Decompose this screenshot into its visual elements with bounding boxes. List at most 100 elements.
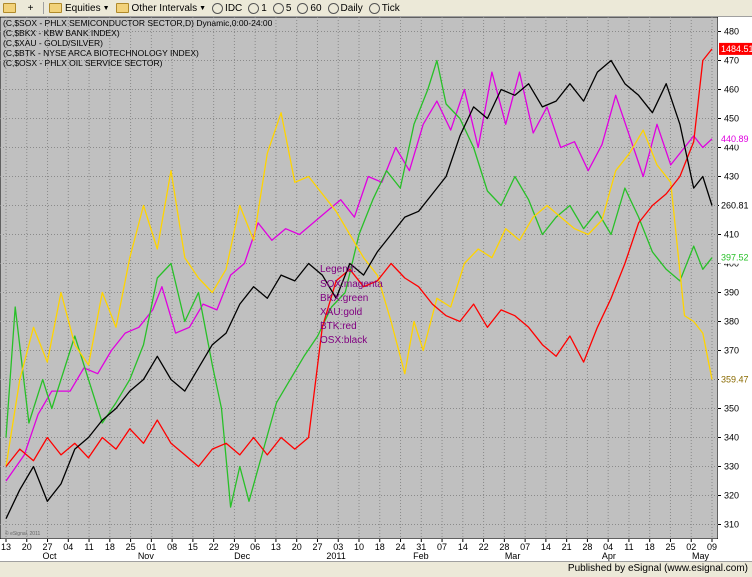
x-tick-label: 13 (1, 542, 11, 552)
toolbar-add-button[interactable]: + (22, 1, 41, 15)
y-tick-label: 380 (724, 317, 739, 327)
x-tick-label: 24 (396, 542, 406, 552)
price-chart[interactable]: 3103203303403503603703803904004104204304… (0, 17, 752, 561)
caret-down-icon: ▼ (199, 4, 207, 12)
series-line-osx (5, 59, 713, 519)
interval-5-label: 5 (285, 2, 292, 14)
clock-icon (327, 2, 339, 14)
interval-tick-label: Tick (381, 2, 400, 14)
y-tick-label: 480 (724, 27, 739, 37)
y-tick-label: 320 (724, 491, 739, 501)
x-tick-label: 03 (333, 542, 343, 552)
x-tick-label: 10 (354, 542, 364, 552)
y-tick-label: 460 (724, 85, 739, 95)
y-tick-label: 440 (724, 143, 739, 153)
x-month-label: Apr (602, 551, 616, 561)
x-tick-label: 27 (312, 542, 322, 552)
series-line-btk (5, 48, 713, 468)
x-tick-label: 31 (416, 542, 426, 552)
y-tick-label: 350 (724, 404, 739, 414)
y-axis-panel (718, 17, 752, 539)
toolbar-folder-button[interactable] (0, 1, 22, 15)
x-tick-label: 18 (645, 542, 655, 552)
header-line: (C,$BTK - NYSE ARCA BIOTECHNOLOGY INDEX) (3, 48, 199, 58)
other-intervals-menu[interactable]: Other Intervals ▼ (113, 1, 210, 15)
folder-icon (3, 3, 16, 13)
interval-idc-label: IDC (225, 2, 243, 14)
clock-icon (272, 2, 284, 14)
folder-icon (115, 3, 129, 13)
chart-header: (C,$SOX - PHLX SEMICONDUCTOR SECTOR,D) D… (3, 18, 273, 68)
last-value-box-xau (719, 373, 752, 386)
series-line-bkx (5, 59, 713, 508)
last-value-osx: 260.81 (721, 201, 749, 211)
equities-menu[interactable]: Equities ▼ (46, 1, 113, 15)
x-tick-label: 27 (43, 542, 53, 552)
interval-1-button[interactable]: 1 (245, 1, 270, 15)
x-tick-label: 22 (479, 542, 489, 552)
last-value-box-btk (719, 42, 752, 55)
x-month-label: Nov (138, 551, 155, 561)
legend-item: XAU:gold (320, 307, 362, 318)
series-lines (5, 48, 713, 519)
interval-5-button[interactable]: 5 (270, 1, 295, 15)
legend-item: BKX:green (320, 293, 368, 304)
x-tick-label: 22 (209, 542, 219, 552)
interval-60-button[interactable]: 60 (294, 1, 324, 15)
legend-item: BTK:red (320, 321, 357, 332)
x-tick-label: 08 (167, 542, 177, 552)
interval-tick-button[interactable]: Tick (366, 1, 403, 15)
x-tick-label: 07 (437, 542, 447, 552)
x-month-label: Feb (413, 551, 429, 561)
publisher-credit: Published by eSignal (www.esignal.com) (567, 563, 748, 574)
interval-idc-button[interactable]: IDC (209, 1, 245, 15)
y-tick-label: 310 (724, 520, 739, 530)
legend-item: OSX:black (320, 335, 368, 346)
x-tick-label: 01 (146, 542, 156, 552)
header-line: (C,$OSX - PHLX OIL SERVICE SECTOR) (3, 58, 163, 68)
x-tick-label: 02 (686, 542, 696, 552)
series-line-sox (5, 71, 713, 482)
y-tick-label: 450 (724, 114, 739, 124)
clock-icon (297, 2, 309, 14)
x-tick-label: 18 (105, 542, 115, 552)
x-month-label: 2011 (326, 551, 345, 561)
x-tick-label: 11 (84, 542, 93, 552)
interval-1-label: 1 (261, 2, 267, 14)
x-tick-label: 18 (375, 542, 385, 552)
x-tick-label: 28 (499, 542, 509, 552)
x-tick-label: 25 (126, 542, 136, 552)
plus-icon: + (27, 2, 34, 14)
y-tick-label: 340 (724, 433, 739, 443)
clock-icon (212, 2, 224, 14)
legend: Legend: SOX:magenta BKX:green XAU:gold BTK:r… (320, 264, 383, 346)
status-bar: Published by eSignal (www.esignal.com) (0, 561, 752, 577)
interval-60-label: 60 (310, 2, 322, 14)
last-value-box-osx (719, 199, 752, 212)
x-tick-label: 15 (188, 542, 198, 552)
header-line: (C,$BKX - KBW BANK INDEX) (3, 28, 120, 38)
other-intervals-label: Other Intervals (131, 2, 198, 14)
x-month-label: May (692, 551, 710, 561)
y-tick-label: 470 (724, 56, 739, 66)
last-value-bkx: 397.52 (721, 253, 749, 263)
interval-daily-label: Daily (340, 2, 363, 14)
watermark: © eSignal, 2011 (5, 530, 41, 537)
x-tick-label: 04 (603, 542, 613, 552)
legend-title: Legend: (320, 264, 356, 275)
last-value-box-bkx (719, 251, 752, 264)
x-month-label: Dec (234, 551, 251, 561)
y-tick-label: 390 (724, 288, 739, 298)
x-tick-label: 29 (229, 542, 239, 552)
x-tick-label: 07 (520, 542, 530, 552)
x-axis-panel (0, 539, 752, 561)
x-tick-label: 28 (582, 542, 592, 552)
last-value-btk: 1484.51 (721, 44, 752, 54)
toolbar: + Equities ▼ Other Intervals ▼ IDC 1 5 60 … (0, 0, 752, 17)
x-tick-label: 25 (665, 542, 675, 552)
x-tick-label: 13 (271, 542, 281, 552)
clock-icon (248, 2, 260, 14)
interval-daily-button[interactable]: Daily (325, 1, 366, 15)
equities-label: Equities (65, 2, 101, 14)
x-tick-label: 14 (458, 542, 468, 552)
